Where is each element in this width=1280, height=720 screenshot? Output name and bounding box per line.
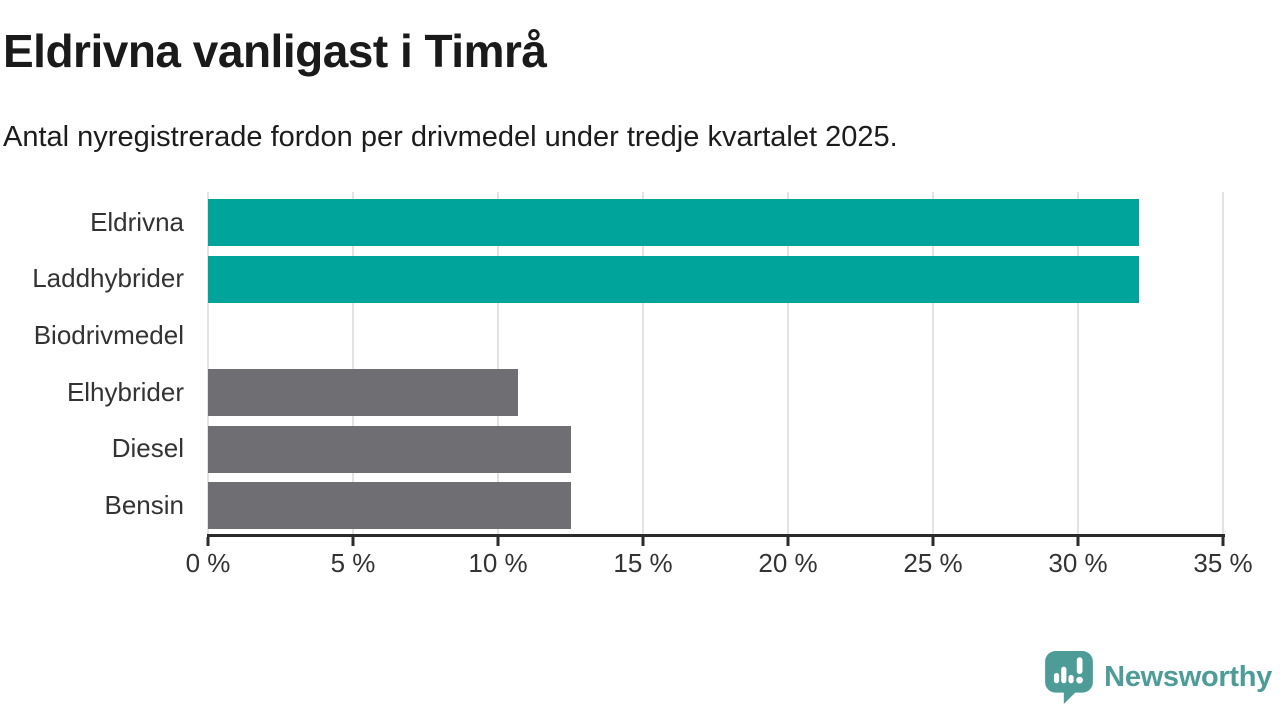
- x-axis-tick-label: 5 %: [330, 548, 376, 578]
- x-axis-tick-label: 30 %: [1048, 548, 1108, 578]
- x-axis-tick-mark: [206, 537, 210, 546]
- x-axis-tick-label: 20 %: [758, 548, 818, 578]
- bar-eldrivna: [208, 198, 1139, 246]
- category-label: Elhybrider: [66, 376, 184, 407]
- gridline: [1222, 192, 1224, 534]
- x-axis-tick-mark: [351, 537, 355, 546]
- x-axis-tick-mark: [1221, 537, 1225, 546]
- newsworthy-speech-bubble-bar-chart-icon: [1044, 650, 1094, 704]
- bar-bensin: [208, 482, 571, 530]
- y-axis-labels: Eldrivna Laddhybrider Biodrivmedel Elhybrid…: [0, 194, 196, 534]
- x-axis-tick-label: 25 %: [903, 548, 963, 578]
- gridline: [642, 192, 644, 534]
- x-axis-tick-mark: [496, 537, 500, 546]
- x-axis-line: [207, 534, 1225, 537]
- gridline: [1077, 192, 1079, 534]
- category-label: Diesel: [111, 433, 184, 464]
- category-label: Bensin: [104, 490, 185, 521]
- x-axis-tick-mark: [931, 537, 935, 546]
- category-label: Biodrivmedel: [33, 320, 184, 351]
- gridline: [207, 192, 209, 534]
- x-axis-tick-mark: [786, 537, 790, 546]
- x-axis-tick-mark: [1076, 537, 1080, 546]
- x-axis-tick-label: 15 %: [613, 548, 673, 578]
- bar-laddhybrider: [208, 255, 1139, 303]
- x-axis-tick-label: 10 %: [468, 548, 528, 578]
- category-label: Laddhybrider: [32, 263, 184, 294]
- category-label: Eldrivna: [90, 206, 184, 237]
- bar-diesel: [208, 425, 571, 473]
- x-axis-tick-label: 35 %: [1193, 548, 1253, 578]
- gridline: [932, 192, 934, 534]
- x-axis-tick-mark: [641, 537, 645, 546]
- newsworthy-logo[interactable]: Newsworthy: [1044, 650, 1272, 704]
- plot-area: 0 % 5 % 10 % 15 % 20 % 25 % 30 % 35 %: [186, 192, 1253, 578]
- chart-title: Eldrivna vanligast i Timrå: [3, 25, 547, 77]
- newsworthy-logo-text: Newsworthy: [1104, 660, 1272, 693]
- chart-subtitle: Antal nyregistrerade fordon per drivmede…: [3, 121, 898, 153]
- x-axis-tick-label: 0 %: [185, 548, 231, 578]
- bar-elhybrider: [208, 368, 519, 416]
- gridline: [787, 192, 789, 534]
- gridline: [352, 192, 354, 534]
- gridline: [497, 192, 499, 534]
